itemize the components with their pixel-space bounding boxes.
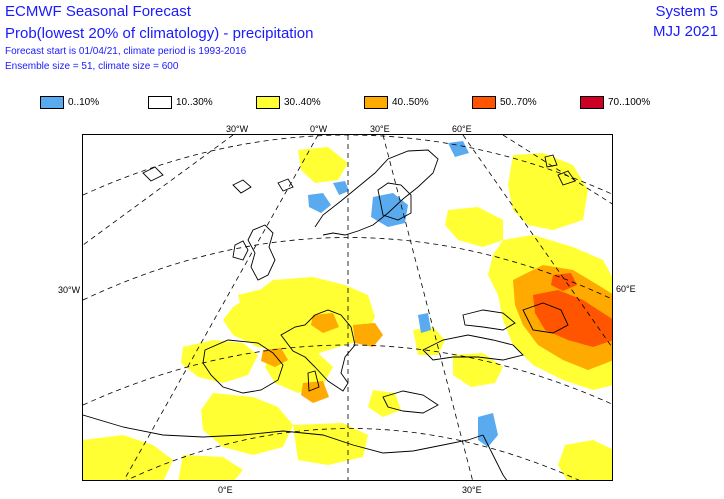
graticule-label-top-60e: 60°E <box>452 124 472 134</box>
legend-label: 70..100% <box>608 97 651 108</box>
legend-label: 30..40% <box>284 97 321 108</box>
map-title: ECMWF Seasonal Forecast <box>5 3 191 20</box>
shading-30-40 <box>83 147 612 480</box>
legend-swatch <box>472 96 496 109</box>
map-canvas <box>83 135 612 480</box>
forecast-info: Forecast start is 01/04/21, climate peri… <box>5 46 247 57</box>
graticule-label-top-0w: 0°W <box>310 124 328 134</box>
legend-label: 0..10% <box>68 97 100 108</box>
legend-label: 10..30% <box>176 97 213 108</box>
graticule-label-right-60e: 60°E <box>616 284 636 294</box>
legend-swatch <box>580 96 604 109</box>
legend-swatch <box>256 96 280 109</box>
legend-label: 40..50% <box>392 97 429 108</box>
graticule-label-top-30e: 30°E <box>370 124 390 134</box>
graticule-label-bottom-0e: 0°E <box>218 485 233 495</box>
graticule <box>83 135 612 480</box>
ensemble-info: Ensemble size = 51, climate size = 600 <box>5 61 179 72</box>
legend-label: 50..70% <box>500 97 537 108</box>
legend-swatch <box>364 96 388 109</box>
coastlines <box>83 149 576 480</box>
legend-swatch <box>148 96 172 109</box>
graticule-label-bottom-30e: 30°E <box>462 485 482 495</box>
graticule-label-left-30w: 30°W <box>58 285 81 295</box>
graticule-label-top-30w: 30°W <box>226 124 249 134</box>
forecast-map <box>82 134 613 481</box>
period-label: MJJ 2021 <box>652 23 718 40</box>
legend-swatch <box>40 96 64 109</box>
system-label: System 5 <box>655 3 718 20</box>
map-subtitle: Prob(lowest 20% of climatology) - precip… <box>5 25 314 42</box>
